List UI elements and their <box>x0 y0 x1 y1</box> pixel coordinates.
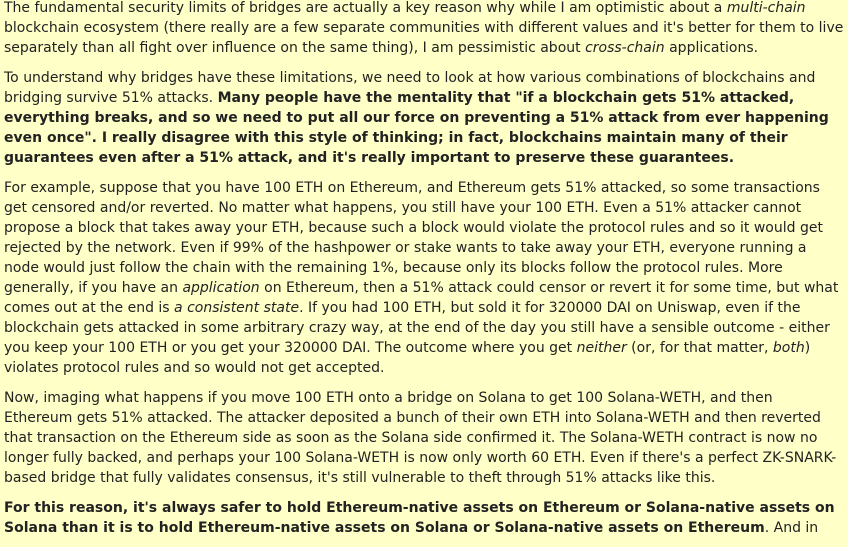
paragraph-3: For example, suppose that you have 100 E… <box>4 178 844 378</box>
paragraph-4: Now, imaging what happens if you move 10… <box>4 388 844 488</box>
emphasis-multi-chain: multi-chain <box>726 0 806 16</box>
text-run: . And in <box>764 520 819 536</box>
bold-statement: Many people have the mentality that "if … <box>4 90 829 166</box>
emphasis-cross-chain: cross-chain <box>585 40 665 56</box>
emphasis-both: both <box>772 340 805 356</box>
text-run: The fundamental security limits of bridg… <box>4 0 727 16</box>
text-run: (or, for that matter, <box>626 340 773 356</box>
paragraph-1: The fundamental security limits of bridg… <box>4 0 844 58</box>
text-run: For example, suppose that you have 100 E… <box>4 180 823 296</box>
paragraph-2: To understand why bridges have these lim… <box>4 68 844 168</box>
text-run: . If you had 100 ETH, but sold it for 32… <box>4 300 830 356</box>
paragraph-5: For this reason, it's always safer to ho… <box>4 498 844 538</box>
text-run: applications. <box>664 40 759 56</box>
text-run: Now, imaging what happens if you move 10… <box>4 390 837 486</box>
emphasis-application: application <box>182 280 260 296</box>
emphasis-neither: neither <box>576 340 627 356</box>
emphasis-consistent-state: a consistent state <box>174 300 300 316</box>
bold-statement: For this reason, it's always safer to ho… <box>4 500 835 536</box>
text-run: To understand why bridges have these lim… <box>4 70 816 106</box>
text-run: blockchain ecosystem (there really are a… <box>4 20 844 56</box>
text-run: on Ethereum, then a 51% attack could cen… <box>4 280 839 316</box>
text-run: ) violates protocol rules and so would n… <box>4 340 811 376</box>
